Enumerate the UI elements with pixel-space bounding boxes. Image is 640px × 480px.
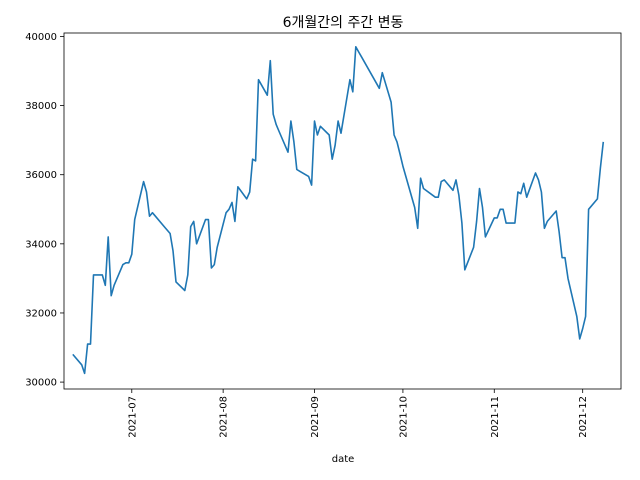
series-line <box>72 45 605 375</box>
x-tick-label: 2021-11 <box>490 396 501 438</box>
plot-layer <box>72 45 605 375</box>
y-tick-label: 34000 <box>25 239 57 250</box>
y-tick-label: 32000 <box>25 308 57 319</box>
x-tick-label: 2021-10 <box>398 396 409 438</box>
chart-title: 6개월간의 주간 변동 <box>283 15 404 31</box>
x-tick-label: 2021-08 <box>219 396 230 438</box>
y-tick-label: 30000 <box>25 378 57 389</box>
x-axis-label: date <box>332 454 355 465</box>
y-tick-label: 40000 <box>25 32 57 43</box>
y-tick-label: 38000 <box>25 101 57 112</box>
x-tick-label: 2021-07 <box>127 396 138 438</box>
y-axis: 30000 32000 34000 36000 38000 40000 <box>25 32 64 389</box>
x-tick-label: 2021-09 <box>310 396 321 438</box>
x-axis: 2021-07 2021-08 2021-09 2021-10 2021-11 2021-… <box>127 389 589 438</box>
y-tick-label: 36000 <box>25 170 57 181</box>
plot-area-frame <box>63 32 622 390</box>
x-tick-label: 2021-12 <box>578 396 589 438</box>
